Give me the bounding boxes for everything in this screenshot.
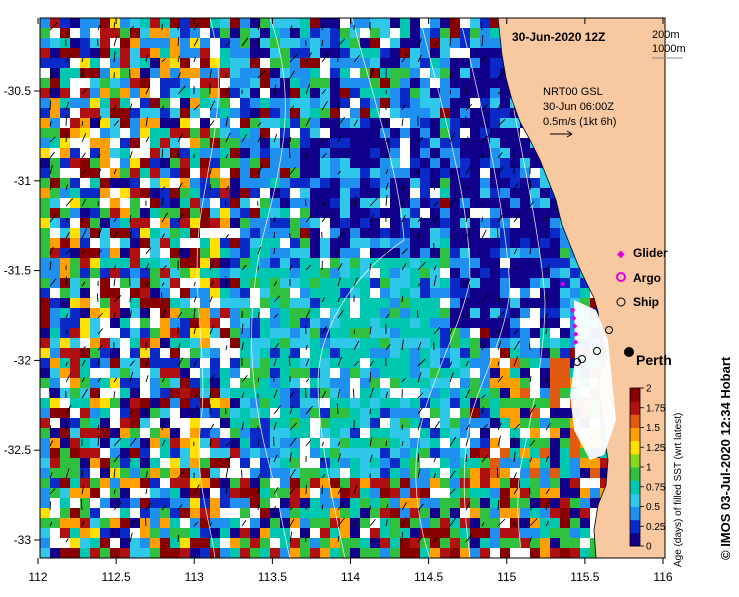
- y-tick-label: -30.5: [4, 84, 32, 98]
- colorbar-tick-label: 1.5: [646, 423, 660, 434]
- colorbar-swatch: [630, 401, 640, 415]
- contour-label-200m: 200m: [652, 29, 680, 41]
- colorbar-swatch: [630, 414, 640, 428]
- city-label-perth: Perth: [636, 352, 672, 368]
- legend-glider: Glider: [633, 246, 668, 260]
- colorbar-label: Age (days) of filled SST (wrt latest): [673, 413, 684, 567]
- colorbar-tick-label: 0.75: [646, 482, 666, 493]
- x-tick-label: 115: [497, 570, 516, 584]
- svg-text:◆: ◆: [572, 323, 578, 330]
- colorbar-tick-label: 1.75: [646, 403, 666, 414]
- svg-text:◆: ◆: [560, 281, 566, 288]
- copyright-text: © IMOS 03-Jul-2020 12:34 Hobart: [718, 356, 733, 560]
- colorbar-tick-label: 1: [646, 463, 652, 474]
- svg-text:◆: ◆: [573, 331, 579, 338]
- y-tick-label: -31.5: [4, 264, 32, 278]
- colorbar-swatch: [630, 493, 640, 507]
- colorbar-swatch: [630, 454, 640, 468]
- colorbar-tick-label: 0.5: [646, 502, 660, 513]
- x-tick-label: 112: [28, 570, 47, 584]
- x-tick-label: 116: [653, 570, 672, 584]
- current-scale: 0.5m/s (1kt 6h): [543, 116, 616, 128]
- colorbar-swatch: [630, 520, 640, 534]
- y-tick-label: -32: [14, 353, 32, 367]
- colorbar-swatch: [630, 428, 640, 442]
- colorbar-tick-label: 0: [646, 542, 652, 553]
- x-tick-label: 113: [185, 570, 204, 584]
- colorbar-swatch: [630, 507, 640, 521]
- x-tick-label: 112.5: [102, 570, 131, 584]
- perth-city-dot: [624, 347, 634, 357]
- colorbar-swatch: [630, 533, 640, 547]
- y-tick-label: -32.5: [4, 443, 32, 457]
- colorbar-tick-label: 1.25: [646, 443, 666, 454]
- colorbar-tick-label: 0.25: [646, 522, 666, 533]
- contour-label-1000m: 1000m: [652, 43, 686, 55]
- legend-argo: Argo: [633, 271, 661, 285]
- svg-text:◆: ◆: [570, 307, 576, 314]
- y-tick-label: -33: [14, 533, 32, 547]
- x-tick-label: 114: [341, 570, 360, 584]
- current-source: NRT00 GSL: [543, 86, 603, 98]
- colorbar-swatch: [630, 467, 640, 481]
- y-tick-label: -31: [14, 174, 32, 188]
- colorbar-swatch: [630, 480, 640, 494]
- x-tick-label: 115.5: [570, 570, 599, 584]
- map-area: [40, 18, 665, 558]
- legend-ship: Ship: [633, 295, 659, 309]
- colorbar-swatch: [630, 441, 640, 455]
- colorbar-tick-label: 2: [646, 384, 652, 395]
- y-axis: -30.5 -31 -31.5 -32 -32.5 -33: [4, 84, 40, 547]
- current-time: 30-Jun 06:00Z: [543, 101, 614, 113]
- colorbar-swatch: [630, 388, 640, 402]
- glider-marker-icon: ◆: [617, 249, 625, 260]
- x-tick-label: 114.5: [414, 570, 443, 584]
- svg-text:◆: ◆: [573, 339, 579, 346]
- date-title: 30-Jun-2020 12Z: [512, 30, 605, 44]
- svg-text:◆: ◆: [571, 315, 577, 322]
- x-tick-label: 113.5: [258, 570, 287, 584]
